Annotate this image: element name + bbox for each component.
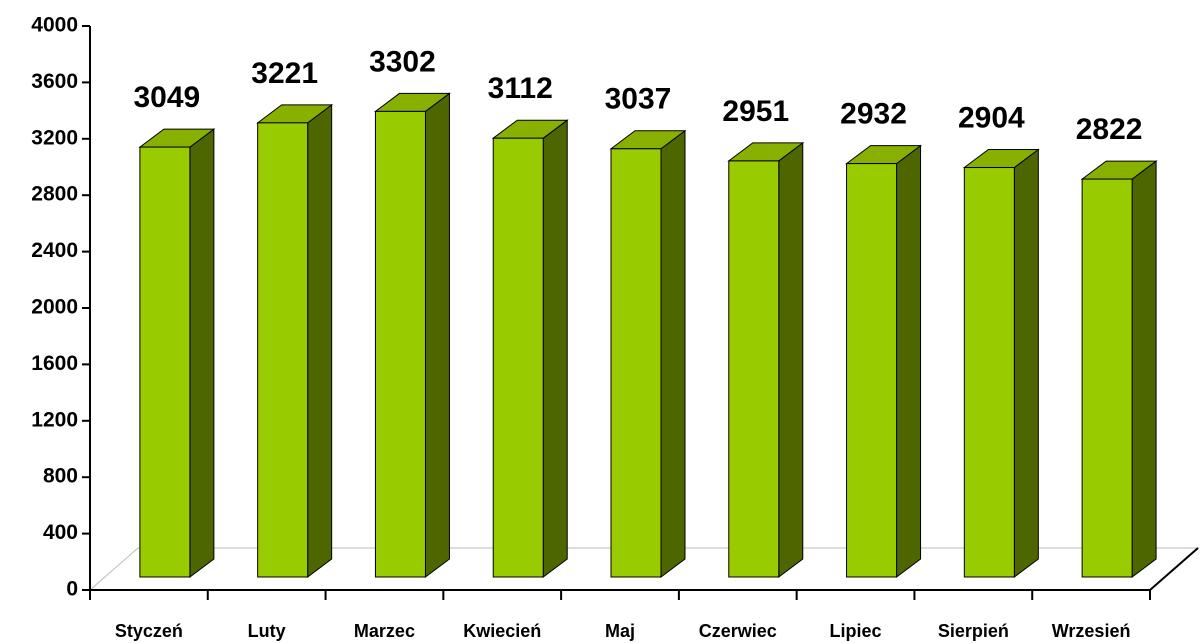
y-tick-label: 4000 (31, 14, 78, 37)
value-label: 2932 (840, 98, 907, 131)
bar-side (660, 129, 686, 578)
value-label: 2951 (722, 95, 789, 128)
bar-side (307, 103, 333, 578)
bar (257, 122, 309, 578)
bar (1081, 178, 1133, 578)
value-label: 2822 (1076, 113, 1143, 146)
y-tick-label: 2800 (31, 183, 78, 206)
x-tick-label: Maj (605, 621, 635, 641)
y-tick-label: 1600 (31, 352, 78, 375)
y-tick-label: 400 (43, 521, 78, 544)
y-tick-label: 800 (43, 465, 78, 488)
x-tick-label: Styczeń (115, 621, 183, 641)
bar-side (1131, 160, 1157, 578)
x-tick-label: Czerwiec (699, 621, 777, 641)
bar (374, 110, 426, 578)
x-tick-label: Marzec (354, 621, 415, 641)
bar (963, 167, 1015, 578)
value-label: 3049 (134, 81, 201, 114)
bar-side (1013, 148, 1039, 578)
y-tick-label: 3600 (31, 70, 78, 93)
y-tick-label: 2000 (31, 296, 78, 319)
x-tick-label: Kwiecień (463, 621, 541, 641)
bar (139, 146, 191, 578)
bar (610, 148, 662, 578)
value-label: 3112 (488, 72, 553, 105)
y-tick-label: 1200 (31, 408, 78, 431)
bar-side (189, 128, 215, 578)
bar-side (896, 144, 922, 578)
x-tick-label: Luty (248, 621, 286, 641)
value-label: 3302 (369, 45, 436, 78)
y-tick-label: 2400 (31, 239, 78, 262)
bar-side (542, 119, 568, 578)
x-tick-label: Wrzesień (1052, 621, 1131, 641)
x-tick-label: Lipiec (830, 621, 882, 641)
value-label: 3221 (251, 57, 318, 90)
bar (492, 137, 544, 578)
bar (728, 160, 780, 578)
bar-side (778, 141, 804, 578)
y-tick-label: 3200 (31, 126, 78, 149)
value-label: 3037 (605, 83, 672, 116)
bar (846, 163, 898, 578)
x-tick-label: Sierpień (938, 621, 1009, 641)
y-tick-label: 0 (66, 578, 78, 601)
floor-edge (1149, 547, 1199, 591)
bar-side (424, 92, 450, 578)
value-label: 2904 (958, 101, 1025, 134)
